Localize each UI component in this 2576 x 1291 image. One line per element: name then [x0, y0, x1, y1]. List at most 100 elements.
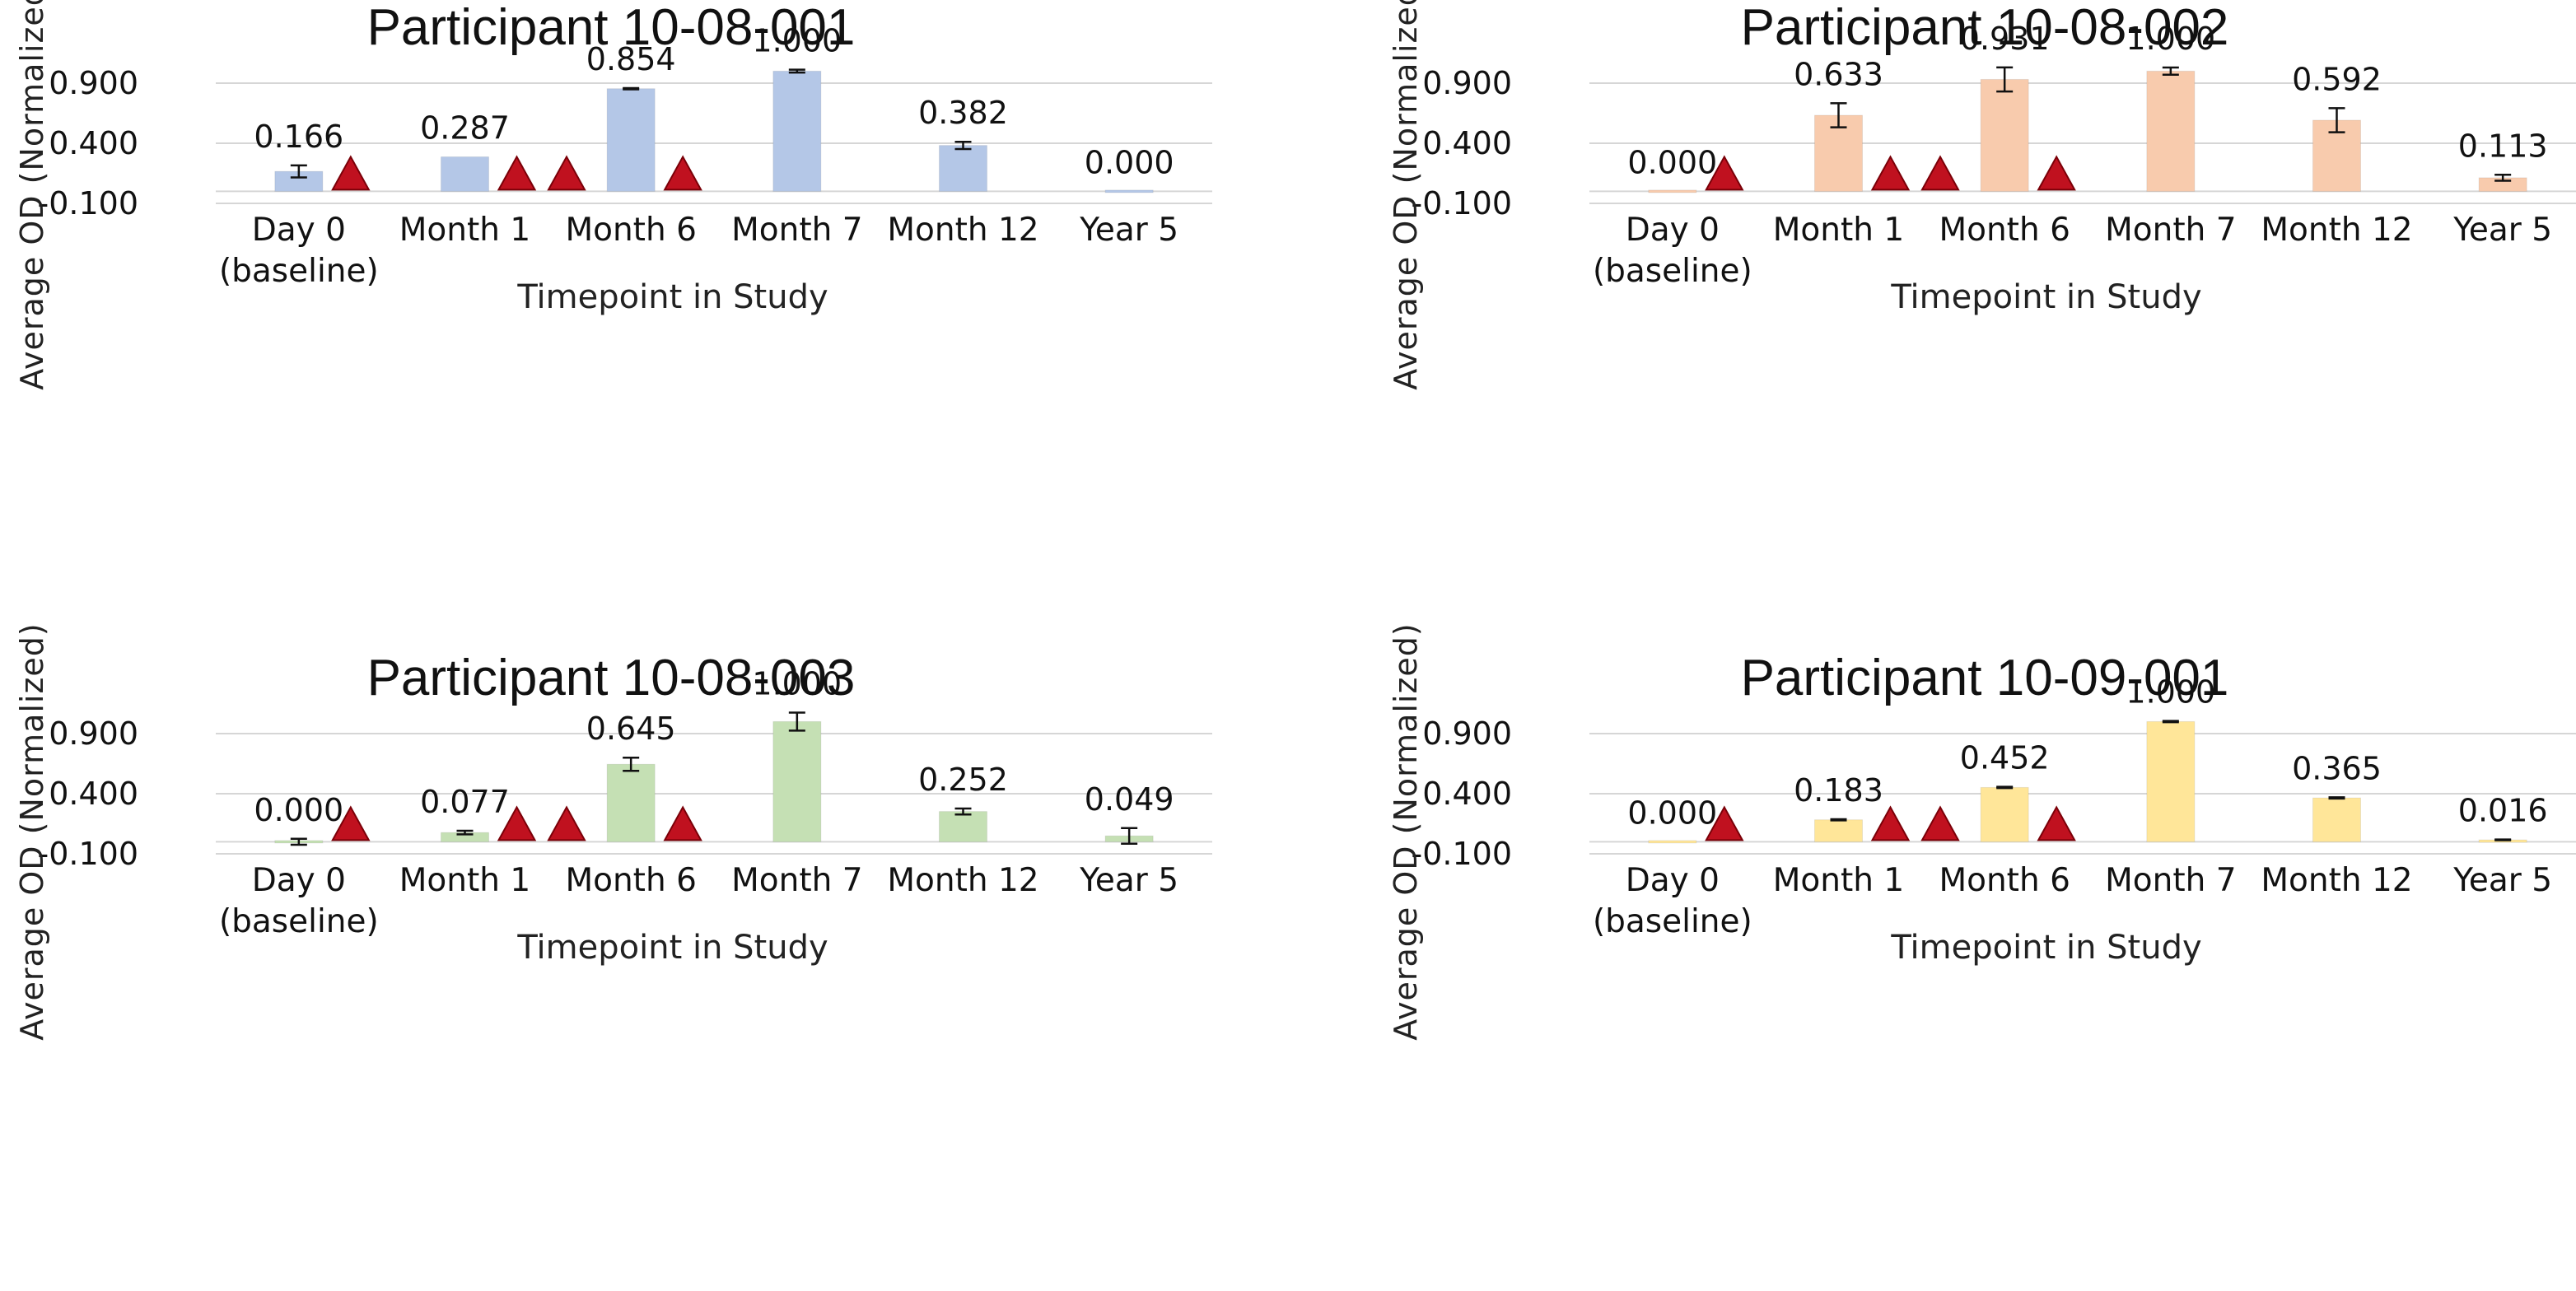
triangle-marker [331, 805, 371, 841]
x-category-label: Month 7 [731, 862, 862, 899]
chart-panel-1: Participant 10-08-001 -0.100 0.400 0.900 Ave… [0, 0, 1288, 641]
y-tick-label: 0.400 [1422, 125, 1512, 161]
triangle-marker [547, 805, 586, 841]
data-label: 1.000 [752, 665, 842, 701]
y-axis-label: Average OD (Normalized) [14, 622, 50, 1041]
bar [2312, 797, 2361, 842]
x-category-label: Month 12 [887, 862, 1038, 899]
chart-panel-3: Participant 10-08-003 -0.100 0.400 0.900 Ave… [0, 622, 1288, 1291]
x-axis-title: Timepoint in Study [516, 929, 828, 967]
x-category-label: Month 7 [731, 212, 862, 249]
data-label: 0.931 [1960, 21, 2050, 57]
x-category-label: Year 5 [2452, 862, 2552, 899]
data-label: 0.000 [1627, 795, 1717, 831]
x-category-label: Day 0 [252, 862, 346, 899]
chart-svg: Participant 10-09-001 -0.100 0.400 0.900Ave… [1388, 622, 2576, 1041]
bar [1980, 78, 2029, 192]
triangle-marker [1870, 155, 1911, 191]
x-axis-title: Timepoint in Study [1890, 278, 2201, 316]
data-label: 0.645 [586, 711, 676, 747]
data-label: 0.166 [254, 119, 343, 155]
x-category-label: Month 1 [399, 862, 530, 899]
chart-title: Participant 10-08-003 [367, 650, 856, 706]
chart-panel-2: Participant 10-08-002 -0.100 0.400 0.900 Ave… [1374, 0, 2576, 641]
x-category-label: Month 12 [887, 212, 1038, 249]
bar [606, 88, 656, 192]
triangle-marker [2037, 155, 2076, 191]
data-label: 0.113 [2458, 128, 2548, 164]
data-label: 0.287 [420, 110, 510, 146]
data-label: 0.016 [2458, 793, 2548, 829]
y-axis-label: Average OD (Normalized) [1388, 0, 1424, 390]
triangle-marker [1870, 805, 1911, 841]
chart-panel-4: Participant 10-09-001 -0.100 0.400 0.900 Ave… [1374, 622, 2576, 1291]
bar [939, 145, 987, 192]
data-label: 0.000 [1627, 144, 1717, 180]
x-category-label: Month 12 [2261, 862, 2412, 899]
triangle-marker [1920, 155, 1960, 191]
chart-svg: Participant 10-08-001 -0.100 0.400 0.900Ave… [14, 0, 1212, 390]
y-tick-label: 0.900 [49, 65, 138, 101]
data-label: 0.049 [1085, 781, 1174, 818]
y-tick-label: 0.400 [49, 776, 138, 812]
y-tick-label: 0.900 [49, 715, 138, 752]
x-category-label: Month 7 [2105, 862, 2236, 899]
data-label: 0.252 [918, 762, 1008, 798]
bar [939, 811, 987, 842]
x-category-label: Day 0 [1626, 212, 1720, 249]
data-label: 0.000 [1085, 144, 1174, 180]
x-category-label: Month 7 [2105, 212, 2236, 249]
data-label: 0.077 [420, 784, 510, 820]
bar [606, 763, 656, 842]
data-label: 1.000 [752, 23, 842, 59]
triangle-marker [2037, 805, 2076, 841]
y-tick-label: -0.100 [38, 836, 139, 872]
x-axis-title: Timepoint in Study [1890, 929, 2201, 967]
x-category-label: Month 12 [2261, 212, 2412, 249]
triangle-marker [1705, 805, 1744, 841]
chart-svg: Participant 10-08-002 -0.100 0.400 0.900Ave… [1388, 0, 2576, 390]
x-category-label: Month 6 [565, 212, 696, 249]
x-category-label: (baseline) [219, 903, 379, 940]
data-label: 0.592 [2292, 61, 2382, 97]
data-label: 0.452 [1960, 740, 2050, 776]
y-tick-label: 0.900 [1422, 715, 1512, 752]
x-category-label: Month 6 [565, 862, 696, 899]
triangle-marker [663, 155, 702, 191]
triangle-marker [547, 155, 586, 191]
x-category-label: Month 6 [1939, 862, 2070, 899]
y-axis-label: Average OD (Normalized) [1388, 622, 1424, 1041]
y-tick-label: -0.100 [1412, 185, 1513, 221]
x-category-label: Month 1 [1773, 212, 1904, 249]
triangle-marker [331, 155, 371, 191]
x-category-label: Month 1 [399, 212, 530, 249]
x-category-label: Day 0 [252, 212, 346, 249]
bar [2146, 720, 2196, 842]
data-label: 0.854 [586, 41, 676, 77]
data-label: 0.183 [1794, 772, 1883, 809]
data-label: 0.000 [254, 792, 343, 828]
data-label: 0.382 [918, 95, 1008, 131]
chart-svg: Participant 10-08-003 -0.100 0.400 0.900Ave… [14, 622, 1212, 1041]
triangle-marker [497, 805, 537, 841]
y-tick-label: -0.100 [1412, 836, 1513, 872]
x-category-label: (baseline) [1593, 903, 1752, 940]
y-tick-label: 0.400 [49, 125, 138, 161]
data-label: 0.633 [1794, 56, 1883, 92]
bar [441, 156, 489, 192]
bar [1814, 819, 1863, 842]
bar [1648, 189, 1697, 193]
y-tick-label: 0.400 [1422, 776, 1512, 812]
bar [1648, 840, 1697, 844]
triangle-marker [1920, 805, 1960, 841]
x-category-label: (baseline) [219, 253, 379, 290]
bar [2146, 70, 2196, 192]
bar [772, 70, 822, 192]
bar [1980, 786, 2029, 842]
y-tick-label: 0.900 [1422, 65, 1512, 101]
triangle-marker [663, 805, 702, 841]
x-category-label: Month 6 [1939, 212, 2070, 249]
triangle-marker [497, 155, 537, 191]
x-category-label: Day 0 [1626, 862, 1720, 899]
